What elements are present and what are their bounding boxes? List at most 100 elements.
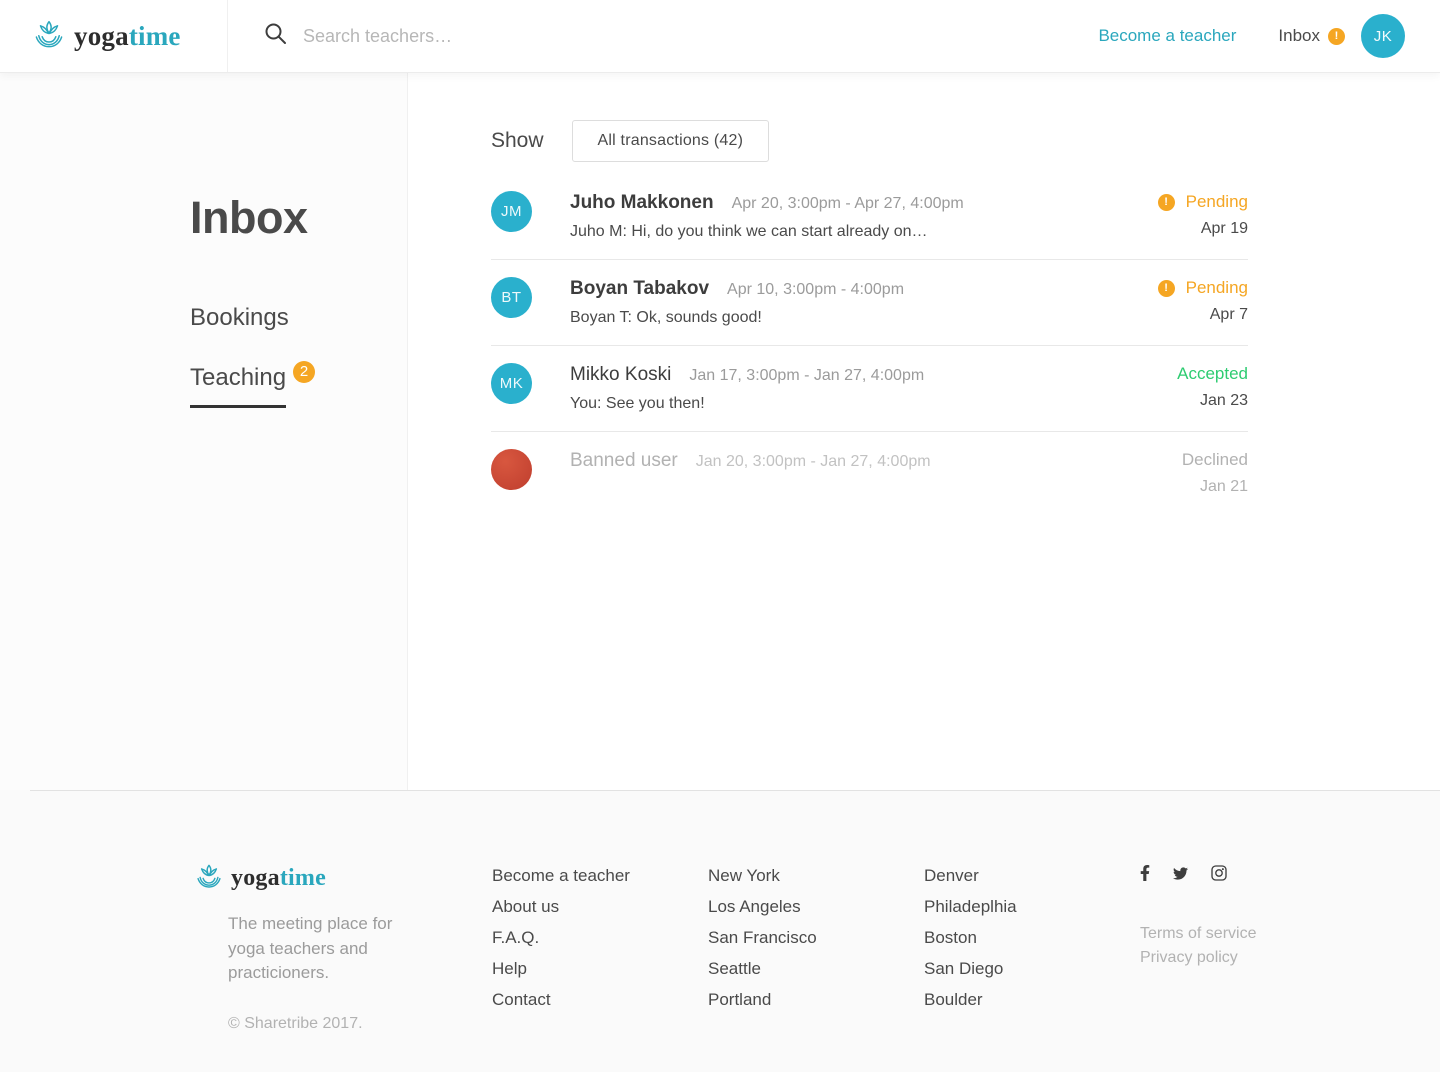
transaction-meta: ! Pending Apr 7	[1157, 277, 1248, 327]
sidebar-item-label: Bookings	[190, 304, 289, 331]
transaction-last-message: Boyan T: Ok, sounds good!	[570, 309, 762, 326]
footer-link[interactable]: Philadeplhia	[924, 897, 1017, 916]
status-label: Pending	[1185, 192, 1248, 211]
status-badge: ! Pending	[1157, 278, 1248, 298]
footer-logo-wordmark: yogatime	[231, 865, 326, 891]
avatar: MK	[491, 363, 532, 404]
transaction-date: Jan 21	[1199, 478, 1248, 495]
footer-social: Terms of service Privacy policy	[1140, 864, 1256, 1033]
footer-link[interactable]: San Diego	[924, 959, 1004, 978]
transaction-info: Mikko Koski Jan 17, 3:00pm - Jan 27, 4:0…	[570, 363, 1177, 413]
search-icon	[264, 22, 287, 50]
status-badge: Declined	[1182, 450, 1248, 470]
footer-link[interactable]: San Francisco	[708, 928, 817, 947]
inbox-link[interactable]: Inbox !	[1278, 26, 1345, 46]
footer-copyright: © Sharetribe 2017.	[228, 1014, 363, 1032]
transaction-name: Juho Makkonen	[570, 192, 714, 213]
avatar: BT	[491, 277, 532, 318]
search-bar	[228, 0, 1098, 72]
transaction-info: Banned user Jan 20, 3:00pm - Jan 27, 4:0…	[570, 449, 1182, 496]
transaction-time-range: Apr 20, 3:00pm - Apr 27, 4:00pm	[731, 195, 964, 212]
lotus-logo-icon	[34, 20, 64, 53]
footer-link[interactable]: About us	[492, 897, 560, 916]
avatar-initials: BT	[501, 289, 522, 306]
header-right: Become a teacher Inbox ! JK	[1098, 0, 1440, 72]
user-avatar[interactable]: JK	[1361, 14, 1405, 58]
transaction-meta: Declined Jan 21	[1182, 449, 1248, 496]
status-badge: ! Pending	[1157, 192, 1248, 212]
terms-link[interactable]: Terms of service	[1140, 925, 1257, 942]
transaction-time-range: Apr 10, 3:00pm - 4:00pm	[727, 281, 905, 298]
sidebar-item-bookings[interactable]: Bookings	[190, 304, 407, 332]
logo-wordmark: yogatime	[74, 20, 181, 51]
transaction-date: Jan 23	[1199, 392, 1248, 409]
footer-brand: yogatime The meeting place for yoga teac…	[196, 864, 492, 1033]
transaction-date: Apr 7	[1209, 306, 1248, 323]
footer-links-site: Become a teacher About us F.A.Q. Help Co…	[492, 864, 708, 1033]
filter-label: Show	[491, 129, 544, 152]
inbox-sidebar: Inbox Bookings Teaching 2	[0, 72, 408, 790]
footer-link[interactable]: Help	[492, 959, 527, 978]
pending-alert-icon: !	[1157, 279, 1175, 297]
footer-link[interactable]: Boston	[924, 928, 977, 947]
status-label: Pending	[1185, 278, 1248, 297]
transaction-info: Juho Makkonen Apr 20, 3:00pm - Apr 27, 4…	[570, 191, 1158, 241]
status-label: Accepted	[1177, 364, 1248, 383]
footer: yogatime The meeting place for yoga teac…	[0, 790, 1440, 1072]
twitter-icon[interactable]	[1172, 866, 1189, 881]
sidebar-item-label: Teaching	[190, 364, 287, 408]
footer-legal: Terms of service Privacy policy	[1140, 922, 1256, 970]
inbox-nav: Bookings Teaching 2	[190, 304, 407, 408]
footer-link[interactable]: Portland	[708, 990, 772, 1009]
avatar-initials: JM	[501, 203, 522, 220]
become-teacher-link[interactable]: Become a teacher	[1098, 26, 1237, 45]
status-badge: Accepted	[1177, 364, 1248, 384]
footer-link[interactable]: New York	[708, 866, 780, 885]
status-label: Declined	[1181, 450, 1248, 469]
notification-alert-icon: !	[1328, 27, 1345, 45]
logo[interactable]: yogatime	[0, 0, 228, 72]
avatar-initials: MK	[499, 375, 524, 392]
footer-tagline: The meeting place for yoga teachers and …	[228, 914, 393, 983]
footer-link[interactable]: Los Angeles	[708, 897, 801, 916]
content-area: Inbox Bookings Teaching 2 Show All transa…	[0, 72, 1440, 790]
avatar: JM	[491, 191, 532, 232]
footer-link[interactable]: Boulder	[924, 990, 983, 1009]
lotus-logo-icon	[196, 864, 222, 893]
transactions-filter-dropdown[interactable]: All transactions (42)	[571, 120, 770, 162]
footer-logo[interactable]: yogatime	[196, 864, 492, 893]
instagram-icon[interactable]	[1211, 865, 1227, 881]
top-bar: yogatime Become a teacher Inbox ! JK	[0, 0, 1440, 72]
transaction-row[interactable]: JM Juho Makkonen Apr 20, 3:00pm - Apr 27…	[491, 179, 1248, 260]
transaction-meta: ! Pending Apr 19	[1157, 191, 1248, 241]
transaction-date: Apr 19	[1200, 220, 1248, 237]
transaction-last-message: You: See you then!	[570, 395, 705, 412]
filter-row: Show All transactions (42)	[491, 120, 1440, 162]
transaction-row[interactable]: Banned user Jan 20, 3:00pm - Jan 27, 4:0…	[491, 432, 1248, 514]
page-title: Inbox	[190, 192, 308, 243]
transaction-row[interactable]: BT Boyan Tabakov Apr 10, 3:00pm - 4:00pm…	[491, 260, 1248, 346]
transaction-row[interactable]: MK Mikko Koski Jan 17, 3:00pm - Jan 27, …	[491, 346, 1248, 432]
transaction-time-range: Jan 20, 3:00pm - Jan 27, 4:00pm	[695, 453, 931, 470]
footer-link[interactable]: Denver	[924, 866, 979, 885]
footer-link[interactable]: F.A.Q.	[492, 928, 540, 947]
banned-avatar	[491, 449, 532, 490]
transaction-last-message: Juho M: Hi, do you think we can start al…	[570, 223, 928, 240]
inbox-link-label: Inbox	[1278, 26, 1320, 45]
transaction-name: Boyan Tabakov	[570, 278, 710, 299]
footer-links-cities-2: Denver Philadeplhia Boston San Diego Bou…	[924, 864, 1140, 1033]
footer-link[interactable]: Seattle	[708, 959, 761, 978]
transaction-name: Banned user	[570, 450, 678, 471]
sidebar-item-teaching[interactable]: Teaching 2	[190, 360, 407, 408]
transaction-name: Mikko Koski	[570, 364, 672, 385]
search-input[interactable]	[303, 25, 723, 47]
pending-alert-icon: !	[1157, 193, 1175, 211]
footer-links-cities-1: New York Los Angeles San Francisco Seatt…	[708, 864, 924, 1033]
facebook-icon[interactable]	[1140, 864, 1150, 882]
transaction-meta: Accepted Jan 23	[1177, 363, 1248, 413]
footer-link[interactable]: Contact	[492, 990, 551, 1009]
footer-link[interactable]: Become a teacher	[492, 866, 630, 885]
transactions-panel: Show All transactions (42) JM Juho Makko…	[408, 72, 1440, 790]
privacy-link[interactable]: Privacy policy	[1140, 949, 1238, 966]
